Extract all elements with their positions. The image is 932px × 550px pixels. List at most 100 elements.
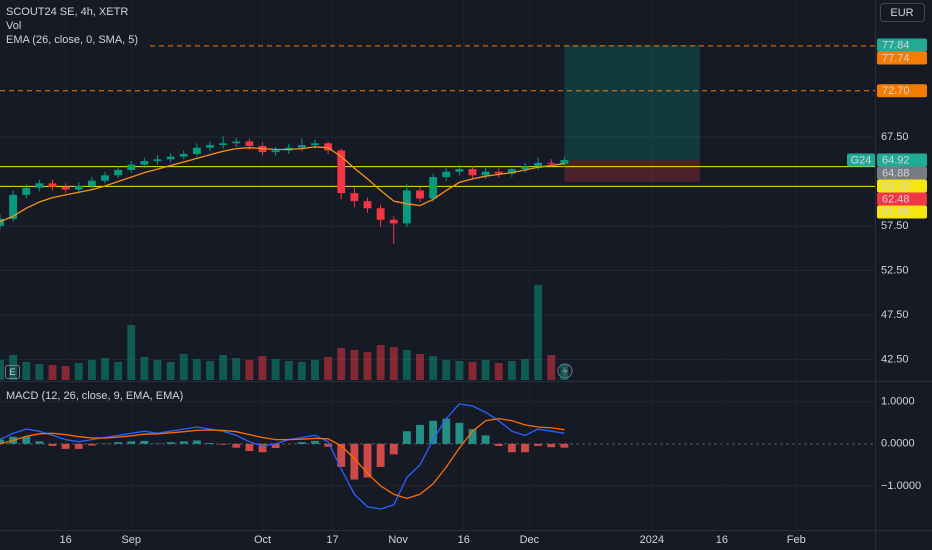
x-tick-label: 16 [458,534,470,546]
macd-tick-label: 1.0000 [881,396,915,408]
volume-bar [507,361,516,380]
x-tick-label: 2024 [640,534,664,546]
candle-body [114,169,123,176]
volume-bar [468,362,477,380]
dividend-icon[interactable] [557,363,573,379]
candle-body [376,208,385,220]
macd-histogram-bar [350,443,359,480]
candle-body [297,145,306,148]
price-tag [877,153,927,167]
candle-body [48,183,57,187]
volume-bar [232,358,241,380]
volume-bar [219,355,228,380]
price-tag-label: 64.18 [882,180,910,192]
volume-bar [350,350,359,380]
candle-body [166,156,175,160]
price-tag-label: 64.92 [882,154,910,166]
candle-body [245,141,254,146]
macd-tick-label: −1.0000 [881,480,921,492]
candle-body [140,161,149,165]
candle-body [271,150,280,153]
currency[interactable]: EUR [890,7,913,19]
volume-bar [389,347,398,380]
macd-histogram-bar [534,443,543,446]
candle-body [206,145,214,148]
candle-body [337,150,346,194]
macd-histogram-bar [166,442,175,444]
candle-body [101,175,109,181]
candle-body [9,194,18,219]
volume-bar [35,364,44,380]
symbol-tag-label: G24 [851,154,872,166]
candle-body [442,171,451,178]
volume-bar [324,357,333,380]
candle-body [416,190,424,199]
candle-body [534,162,543,167]
macd-histogram-bar [507,443,516,453]
volume-bar [337,348,346,380]
macd-histogram-bar [258,443,267,453]
macd-histogram-bar [324,443,333,447]
candle-body [61,186,70,190]
price-tag [877,166,927,180]
macd-label: MACD (12, 26, close, 9, EMA, EMA) [6,390,183,402]
candle-body [127,164,136,170]
volume-bar [297,362,306,380]
macd-histogram-bar [114,442,123,444]
ema-line [0,146,565,223]
macd-histogram-bar [87,443,96,446]
candle-body [0,218,4,227]
macd-histogram-bar [22,436,31,444]
volume-bar [87,360,96,380]
price-tag [877,38,927,52]
macd-histogram-bar [192,440,201,444]
macd-histogram-bar [219,443,228,445]
ema-label: EMA (26, close, 0, SMA, 5) [6,34,138,46]
candle-body [481,171,490,176]
volume-bar [442,360,451,380]
price-tag-label: 77.84 [882,39,910,51]
macd-histogram-bar [35,441,44,444]
macd-histogram-bar [429,420,438,444]
macd-histogram-bar [179,441,188,444]
volume-bar [547,355,556,380]
price-tag-label: 61.96 [882,206,910,218]
macd-histogram-bar [455,422,464,444]
dividend-icon-glyph [562,366,568,376]
macd-histogram-bar [389,443,398,455]
volume-bar [481,360,490,380]
candle-body [389,219,398,224]
macd-histogram-bar [547,443,556,448]
x-tick-label: 16 [60,534,72,546]
volume-bar [311,360,319,380]
chart-title: SCOUT24 SE, 4h, XETR [6,6,128,18]
volume-bar [179,354,188,380]
volume-bar [271,359,280,380]
candle-body [402,190,411,224]
x-tick-label: Nov [388,534,408,546]
macd-histogram-bar [560,443,569,448]
macd-histogram-bar [48,443,57,446]
macd-tick-label: 0.0000 [881,438,915,450]
price-tag [877,51,927,65]
y-tick-label: 52.50 [881,264,909,276]
candle-body [192,147,201,154]
currency-button[interactable] [880,3,925,22]
volume-bar [416,354,424,380]
candle-body [547,162,556,164]
macd-histogram-bar [206,443,214,444]
candle-body [429,177,438,199]
x-tick-label: Sep [121,534,141,546]
macd-histogram-bar [245,443,254,451]
macd-histogram-bar [297,442,306,444]
volume-bar [455,361,464,380]
target-zone [564,45,700,161]
volume-bar [114,362,123,380]
events-icon[interactable] [5,365,20,379]
candle-body [74,185,83,190]
price-tag [877,84,927,98]
volume-bar [22,362,31,380]
y-tick-label: 57.50 [881,220,909,232]
candle-body [87,180,96,186]
